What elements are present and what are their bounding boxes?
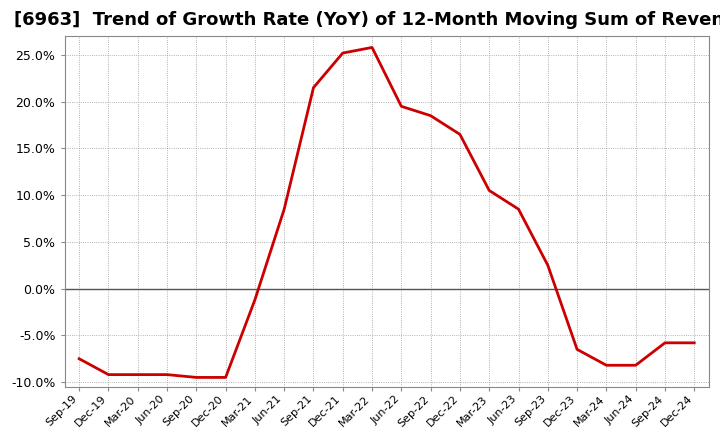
Title: [6963]  Trend of Growth Rate (YoY) of 12-Month Moving Sum of Revenues: [6963] Trend of Growth Rate (YoY) of 12-… [14, 11, 720, 29]
